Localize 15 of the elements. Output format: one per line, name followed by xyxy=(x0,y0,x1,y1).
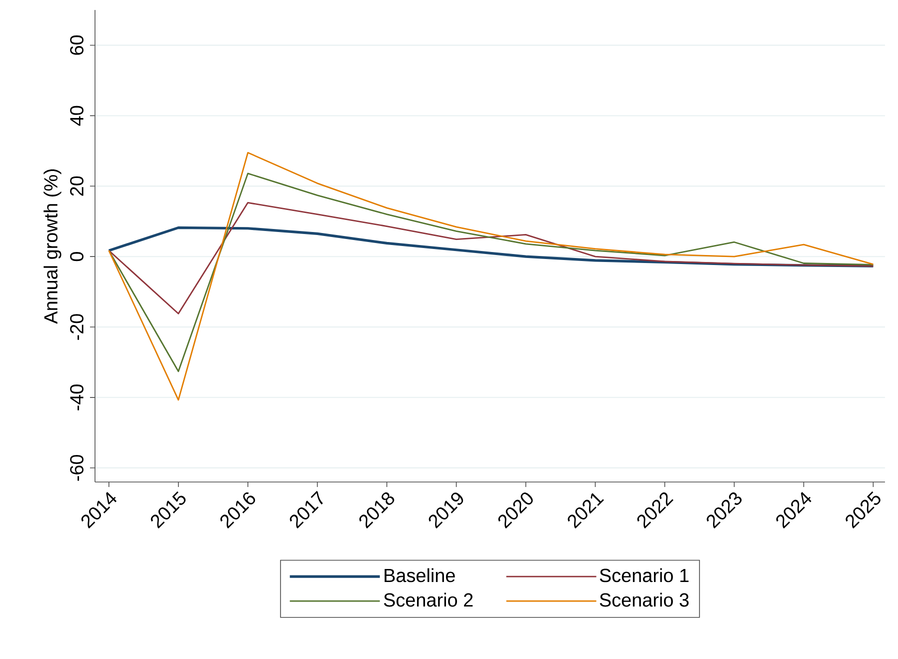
legend-label: Baseline xyxy=(384,568,455,582)
legend-label: Scenario 2 xyxy=(384,592,473,607)
y-tick-label: 20 xyxy=(70,176,84,196)
y-tick-label: -20 xyxy=(70,314,84,340)
y-tick-label: -40 xyxy=(70,384,84,410)
y-tick-label: -60 xyxy=(70,454,84,481)
y-axis-title: Annual growth (%) xyxy=(44,169,62,324)
legend-label: Scenario 3 xyxy=(600,592,689,607)
y-tick-label: 0 xyxy=(70,252,84,262)
line-series xyxy=(108,202,874,314)
legend-label: Scenario 1 xyxy=(600,568,689,582)
y-tick-label: 40 xyxy=(70,106,84,126)
y-tick-label: 60 xyxy=(70,35,84,55)
line-series xyxy=(108,152,874,401)
line-series xyxy=(108,172,874,372)
